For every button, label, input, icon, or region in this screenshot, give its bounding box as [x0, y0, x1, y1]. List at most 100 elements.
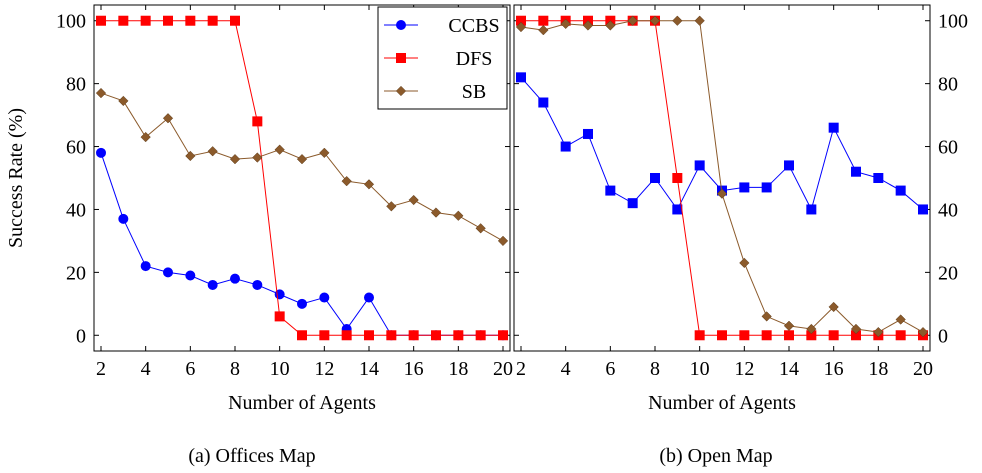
data-point-sb — [582, 20, 594, 31]
data-point-sb — [408, 194, 419, 206]
data-point-dfs — [230, 15, 240, 26]
data-point-sb — [806, 323, 817, 335]
data-point-sb — [873, 326, 884, 338]
plot-frame — [93, 4, 511, 352]
x-tick-label: 20 — [913, 358, 933, 380]
x-tick-label: 14 — [359, 358, 379, 380]
data-point-sb — [207, 146, 218, 157]
series-layer — [95, 15, 509, 341]
x-tick-label: 2 — [96, 358, 106, 380]
series-layer — [515, 15, 929, 341]
data-point-sb — [162, 113, 174, 124]
data-point-sb — [453, 210, 464, 221]
data-point-sb — [363, 179, 375, 190]
x-tick-label: 8 — [650, 358, 660, 380]
y-tick-label: 60 — [66, 137, 86, 159]
series-ccbs — [96, 147, 508, 341]
y-tick-label: 40 — [938, 199, 958, 221]
chart-offices-map: 2 4 6 8 10 12 14 16 18 20 0 20 40 60 80 100 Success Rat… — [5, 4, 513, 467]
data-point-ccbs — [163, 267, 173, 278]
data-point-sb — [783, 320, 795, 331]
data-point-ccbs — [784, 160, 794, 171]
x-tick-label: 16 — [824, 358, 844, 380]
data-point-ccbs — [627, 198, 638, 209]
y-tick-label: 40 — [66, 199, 86, 221]
data-point-sb — [118, 95, 129, 107]
caption: (b) Open Map — [659, 445, 772, 467]
legend-label-sb: SB — [462, 81, 486, 103]
data-point-sb — [694, 15, 705, 26]
x-tick-label: 12 — [314, 358, 334, 380]
data-point-sb — [649, 15, 661, 26]
data-point-dfs — [498, 330, 508, 341]
data-point-dfs — [252, 116, 263, 127]
legend: CCBS DFS SB — [377, 6, 508, 110]
data-point-ccbs — [185, 270, 196, 281]
data-point-ccbs — [140, 261, 151, 272]
series-line-dfs — [521, 20, 923, 336]
series-dfs — [96, 15, 508, 341]
data-point-sb — [515, 21, 527, 33]
y-tick-label: 20 — [66, 262, 86, 284]
data-point-ccbs — [761, 182, 772, 193]
data-point-dfs — [96, 15, 106, 26]
x-tick-label: 8 — [230, 358, 240, 380]
x-tick-label: 20 — [493, 358, 513, 380]
data-point-sb — [850, 323, 862, 335]
x-tick-label: 6 — [185, 358, 195, 380]
data-point-sb — [716, 188, 728, 199]
series-dfs — [516, 15, 928, 341]
data-point-ccbs — [319, 292, 330, 303]
x-tick-label: 4 — [141, 358, 151, 380]
data-point-sb — [274, 144, 285, 155]
data-point-ccbs — [694, 160, 705, 171]
x-tick-label: 10 — [270, 358, 290, 380]
x-tick-label: 18 — [868, 358, 888, 380]
data-point-dfs — [828, 330, 839, 341]
data-point-sb — [185, 150, 196, 162]
x-tick-label: 14 — [779, 358, 799, 380]
series-line-sb — [520, 20, 924, 333]
data-point-dfs — [185, 15, 196, 26]
data-point-dfs — [140, 15, 151, 26]
series-ccbs — [516, 72, 928, 215]
data-point-sb — [341, 175, 352, 187]
data-point-ccbs — [207, 279, 218, 290]
data-point-sb — [296, 153, 308, 165]
data-point-sb — [229, 153, 241, 165]
data-point-ccbs — [96, 147, 106, 158]
data-point-sb — [252, 152, 263, 163]
data-point-sb — [386, 201, 397, 212]
data-point-ccbs — [739, 182, 750, 193]
data-point-ccbs — [583, 128, 593, 139]
data-point-ccbs — [851, 166, 861, 177]
data-point-dfs — [163, 15, 173, 26]
data-point-ccbs — [828, 122, 839, 133]
legend-marker-dfs — [396, 53, 406, 63]
data-point-ccbs — [297, 298, 307, 309]
data-point-sb — [319, 147, 330, 158]
legend-marker-ccbs — [396, 20, 406, 30]
data-point-sb — [140, 131, 151, 143]
data-point-dfs — [274, 311, 285, 322]
data-point-dfs — [453, 330, 464, 341]
axis-ticks: 2 4 6 8 10 12 14 16 18 20 0 20 40 60 80 100 — [56, 5, 513, 380]
data-point-sb — [761, 311, 772, 322]
series-sb — [95, 87, 509, 247]
data-point-dfs — [784, 330, 794, 341]
data-point-sb — [538, 25, 549, 36]
data-point-sb — [497, 235, 509, 247]
data-point-ccbs — [895, 185, 906, 196]
data-point-ccbs — [873, 173, 884, 183]
data-point-sb — [560, 18, 571, 30]
data-point-sb — [627, 15, 638, 26]
data-point-sb — [475, 223, 486, 234]
data-point-sb — [672, 15, 683, 26]
y-tick-label: 20 — [938, 262, 958, 284]
data-point-sb — [828, 301, 839, 313]
y-tick-label: 80 — [938, 74, 958, 96]
data-point-ccbs — [918, 204, 928, 215]
caption: (a) Offices Map — [188, 445, 315, 467]
data-point-sb — [739, 257, 750, 269]
data-point-dfs — [386, 330, 397, 341]
